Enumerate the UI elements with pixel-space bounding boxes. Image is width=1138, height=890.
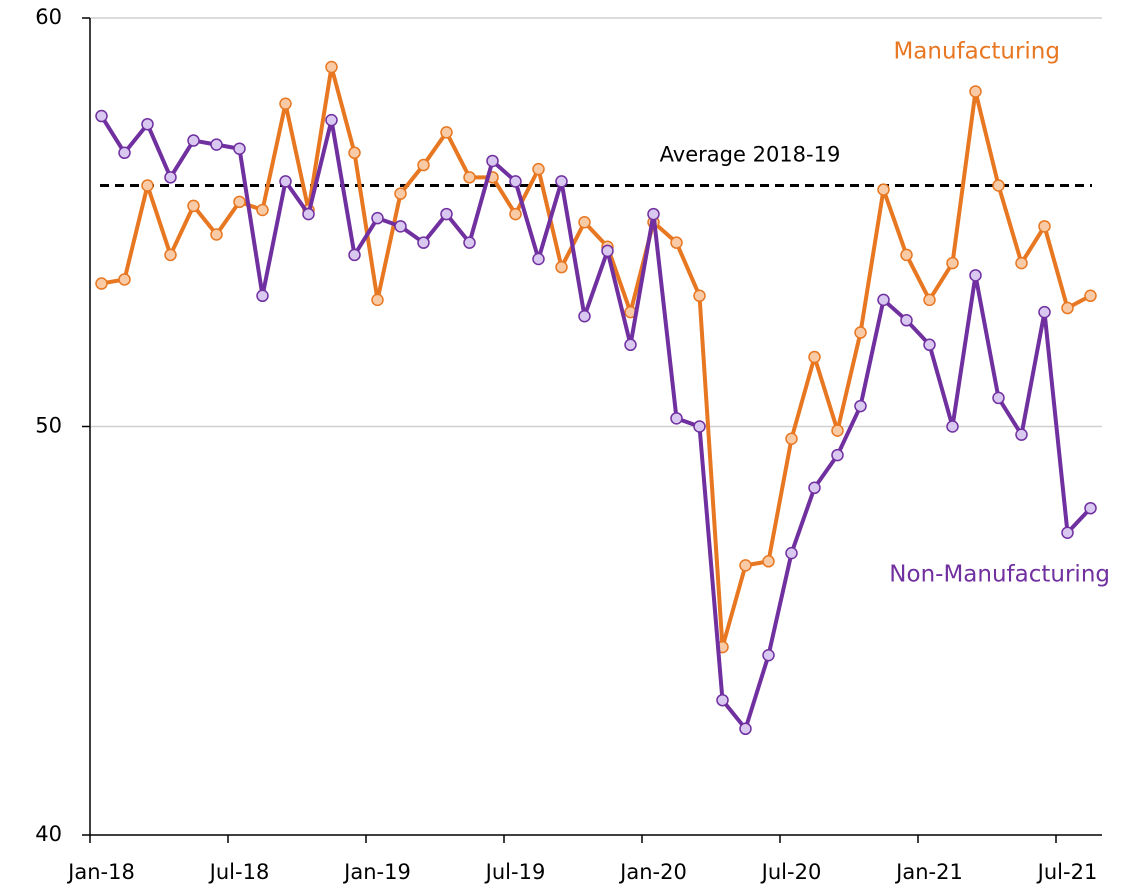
data-point	[739, 722, 752, 736]
series-label: Manufacturing	[893, 39, 1060, 65]
data-point	[325, 113, 338, 127]
data-point	[1038, 305, 1051, 319]
data-point	[233, 142, 246, 155]
data-point	[371, 293, 384, 307]
data-point	[785, 546, 798, 560]
data-point	[1084, 289, 1097, 303]
data-point	[670, 236, 683, 249]
data-point	[693, 289, 706, 303]
series-line	[101, 65, 1092, 650]
data-point	[187, 134, 200, 147]
data-point	[463, 236, 476, 249]
data-point	[601, 244, 614, 258]
data-point	[233, 195, 246, 209]
data-point	[555, 260, 568, 274]
data-point	[831, 448, 844, 462]
data-point	[624, 338, 637, 352]
x-tick-label: Jul-20	[760, 860, 822, 884]
data-point	[578, 216, 591, 229]
series-label: Non-Manufacturing	[889, 562, 1110, 588]
data-point	[877, 183, 890, 196]
data-point	[417, 236, 430, 249]
data-point	[854, 326, 867, 339]
data-point	[164, 248, 177, 262]
data-point	[210, 138, 223, 151]
data-point	[440, 126, 453, 139]
x-tick-label: Jul-21	[1036, 860, 1098, 884]
data-point	[1038, 220, 1051, 233]
x-tick-label: Jan-21	[894, 860, 963, 884]
data-point	[785, 432, 798, 446]
data-point	[854, 399, 867, 413]
data-point	[900, 248, 913, 262]
data-point	[716, 693, 729, 707]
data-point	[1061, 301, 1074, 315]
data-point	[417, 158, 430, 172]
data-point	[141, 117, 154, 131]
data-point	[992, 179, 1005, 192]
data-point	[394, 187, 407, 200]
y-tick-label: 40	[35, 822, 62, 846]
data-point	[762, 649, 775, 662]
data-point	[118, 146, 131, 160]
x-tick-label: Jul-19	[484, 860, 546, 884]
data-point	[532, 252, 545, 266]
data-point	[118, 273, 131, 286]
data-point	[279, 175, 292, 188]
data-point	[256, 289, 269, 303]
x-tick-label: Jan-19	[342, 860, 411, 884]
data-point	[325, 60, 338, 74]
data-point	[578, 309, 591, 323]
data-point	[555, 175, 568, 188]
data-point	[371, 211, 384, 225]
data-point	[509, 175, 522, 188]
data-point	[739, 559, 752, 572]
data-point	[1015, 428, 1028, 441]
data-point	[670, 412, 683, 425]
data-point	[923, 293, 936, 307]
data-point	[1084, 501, 1097, 515]
data-point	[647, 207, 660, 221]
data-point	[279, 97, 292, 111]
data-point	[210, 228, 223, 241]
data-point	[141, 179, 154, 192]
data-point	[946, 256, 959, 270]
data-point	[440, 207, 453, 221]
data-point	[877, 293, 890, 307]
data-point	[95, 277, 108, 290]
data-point	[532, 162, 545, 176]
data-point	[302, 207, 315, 221]
x-tick-label: Jan-18	[66, 860, 135, 884]
data-point	[164, 171, 177, 184]
data-point	[348, 248, 361, 262]
data-point	[509, 207, 522, 221]
data-point	[831, 424, 844, 437]
data-point	[969, 85, 982, 98]
data-point	[1015, 256, 1028, 270]
x-tick-label: Jan-20	[618, 860, 687, 884]
data-point	[187, 199, 200, 213]
data-point	[463, 171, 476, 184]
data-point	[808, 350, 821, 364]
x-tick-label: Jul-18	[208, 860, 270, 884]
series-line	[99, 114, 1092, 731]
data-point	[1061, 526, 1074, 539]
data-point	[808, 481, 821, 495]
data-point	[394, 220, 407, 233]
y-tick-label: 60	[35, 5, 62, 29]
data-point	[946, 420, 959, 433]
data-point	[95, 109, 108, 123]
data-point	[969, 269, 982, 282]
data-point	[256, 203, 269, 217]
reference-label: Average 2018-19	[660, 142, 841, 166]
data-point	[923, 338, 936, 352]
data-point	[693, 420, 706, 433]
y-tick-label: 50	[35, 414, 62, 438]
data-point	[900, 314, 913, 327]
data-point	[992, 391, 1005, 405]
data-point	[762, 555, 775, 568]
data-point	[348, 146, 361, 160]
data-point	[486, 154, 499, 168]
